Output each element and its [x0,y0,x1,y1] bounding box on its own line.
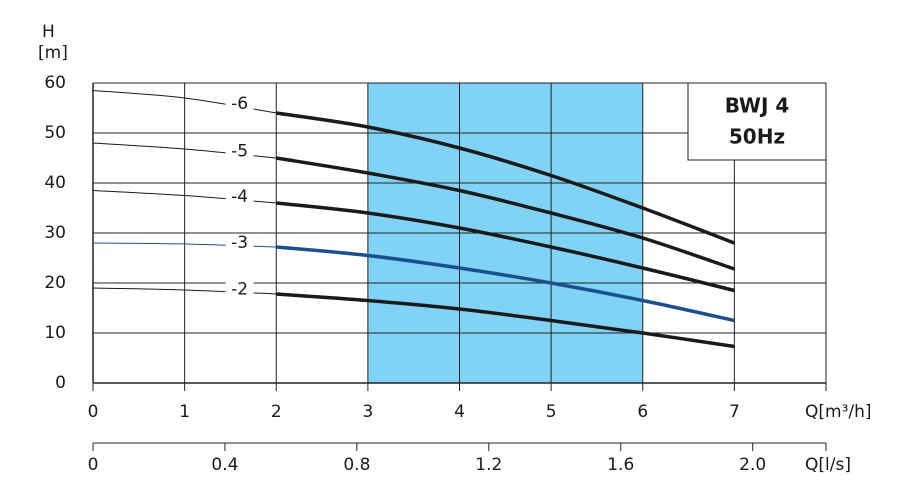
curve-extension [92,90,277,114]
model-label: BWJ 4 [725,94,790,118]
x-tick-label: 1 [179,402,190,422]
y-tick-label: 50 [44,123,66,143]
model-label: 50Hz [729,125,785,149]
pump-curve [276,201,735,293]
x2-tick-label: 2.0 [739,455,766,475]
x-axis-label: Q[m³/h] [805,402,872,422]
x-tick-label: 5 [546,402,557,422]
x2-tick-label: 0.4 [211,455,238,475]
curve-label: -4 [231,187,248,207]
x2-tick-label: 0.8 [343,455,370,475]
pump-curve [275,111,735,245]
y-axis-unit: [m] [38,43,68,63]
y-axis-label: H [42,22,55,42]
curve-label: -6 [231,94,248,114]
label-bg [225,280,254,299]
label-bg [225,142,254,161]
pump-curve [275,156,735,271]
y-tick-label: 0 [55,373,66,393]
x-tick-label: 3 [362,402,373,422]
y-tick-label: 30 [44,223,66,243]
x-tick-label: 4 [454,402,465,422]
x2-tick-label: 1.2 [475,455,502,475]
curve-extension [92,142,277,159]
y-tick-label: 20 [44,273,66,293]
curve-label: -2 [231,279,248,299]
label-bg [225,188,254,206]
pump-curve [276,292,735,349]
x-tick-label: 0 [88,402,99,422]
x2-tick-label: 0 [88,455,99,475]
x2-tick-label: 1.6 [607,455,634,475]
curve-extension [92,242,277,248]
curve-label: -3 [231,233,248,253]
model-box [687,82,827,161]
x-tick-label: 7 [729,402,740,422]
y-tick-label: 40 [44,173,66,193]
curve-extension [92,190,277,204]
curve-label: -5 [231,141,248,161]
y-tick-label: 60 [44,73,66,93]
pump-curve [276,245,735,323]
x-tick-label: 6 [637,402,648,422]
y-tick-label: 10 [44,323,66,343]
label-bg [225,95,254,113]
label-bg [225,233,254,252]
x2-axis-label: Q[l/s] [805,455,851,475]
curve-extension [92,287,277,295]
x-tick-label: 2 [271,402,282,422]
